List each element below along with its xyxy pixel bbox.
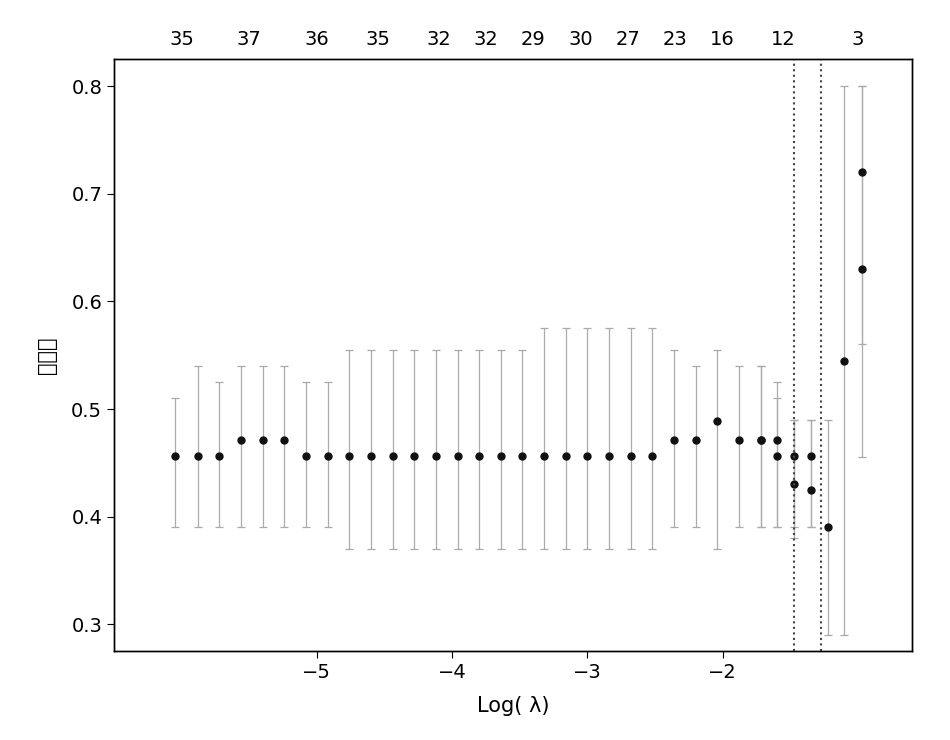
X-axis label: Log( λ): Log( λ) xyxy=(477,696,549,716)
Y-axis label: 误分率: 误分率 xyxy=(37,337,57,374)
